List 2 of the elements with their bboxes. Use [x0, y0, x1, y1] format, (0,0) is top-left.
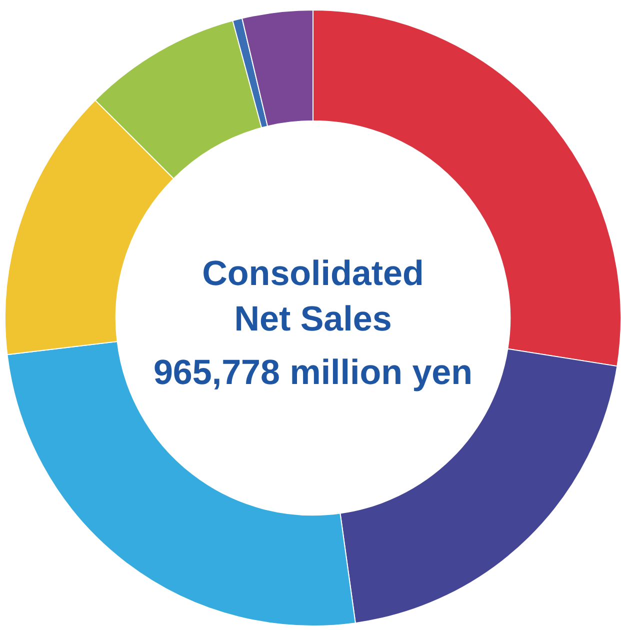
- text: 965,778 million yen: [153, 352, 473, 392]
- text: Consolidated Net Sales: [202, 254, 424, 338]
